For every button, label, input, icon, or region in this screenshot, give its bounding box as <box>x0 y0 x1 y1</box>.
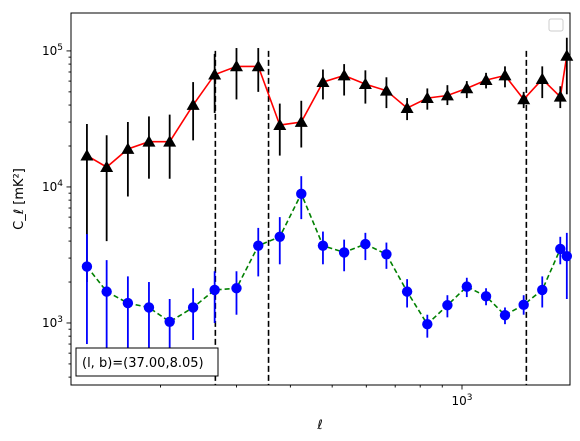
triangle-point <box>186 98 200 110</box>
circle-point <box>317 240 329 251</box>
triangle-point <box>460 81 474 94</box>
circle-point <box>381 249 392 260</box>
triangle-point <box>294 115 308 127</box>
circle-point <box>561 250 573 262</box>
triangle-point <box>560 49 574 61</box>
triangle-point <box>316 75 330 87</box>
triangle-point <box>229 59 243 72</box>
circle-point <box>296 188 307 200</box>
y-tick-label: 105 <box>42 43 63 58</box>
triangle-point <box>80 149 94 161</box>
series-lines <box>86 55 568 326</box>
circle-point <box>122 297 134 309</box>
annotation-frame <box>75 347 219 377</box>
triangle-point <box>535 72 549 85</box>
triangle-point <box>498 68 512 81</box>
triangle-point <box>142 135 156 147</box>
circle-point <box>442 300 453 311</box>
series-line <box>86 191 568 326</box>
data-markers <box>80 49 574 330</box>
circle-point <box>555 243 566 255</box>
circle-point <box>81 261 93 272</box>
x-tick-label: 103 <box>451 393 472 408</box>
y-tick-label: 103 <box>42 315 63 330</box>
circle-point <box>274 231 285 243</box>
axis-ticks: 103 103 104 105 <box>42 43 473 408</box>
triangle-point <box>100 160 114 172</box>
legend-box <box>548 18 564 32</box>
circle-point <box>143 302 155 313</box>
triangle-point <box>337 68 351 81</box>
annotation-text: (l, b)=(37.00,8.05) <box>82 356 204 371</box>
triangle-point <box>163 135 177 147</box>
circle-point <box>537 284 548 296</box>
circle-point <box>164 316 175 328</box>
triangle-point <box>553 90 567 102</box>
triangle-point <box>121 142 135 154</box>
y-axis-label: C_ℓ [mK²] <box>12 168 27 230</box>
circle-point <box>480 291 492 302</box>
circle-point <box>518 299 529 311</box>
circle-point <box>209 284 220 296</box>
circle-point <box>401 286 413 297</box>
triangle-point <box>273 118 287 130</box>
triangle-point <box>400 101 414 113</box>
annotation-box: (l, b)=(37.00,8.05) <box>75 347 219 377</box>
x-axis-label: ℓ <box>316 418 322 433</box>
triangle-point <box>251 59 265 72</box>
triangle-point <box>479 73 493 85</box>
triangle-point <box>517 92 531 105</box>
series-line <box>86 55 568 169</box>
y-tick-label: 104 <box>42 179 63 194</box>
triangle-point <box>420 91 434 103</box>
circle-point <box>461 281 473 292</box>
circle-point <box>101 286 112 297</box>
triangle-point <box>208 68 222 80</box>
circle-point <box>422 318 433 330</box>
triangle-point <box>440 89 454 101</box>
circle-point <box>253 240 264 251</box>
circle-point <box>231 283 242 294</box>
triangle-point <box>379 84 393 96</box>
circle-point <box>338 247 350 258</box>
legend <box>548 18 564 32</box>
vertical-reference-lines <box>214 50 528 385</box>
triangle-point <box>358 77 372 90</box>
circle-point <box>360 238 371 250</box>
circle-point <box>499 310 511 321</box>
circle-point <box>187 302 199 313</box>
plot-frame <box>70 12 571 386</box>
